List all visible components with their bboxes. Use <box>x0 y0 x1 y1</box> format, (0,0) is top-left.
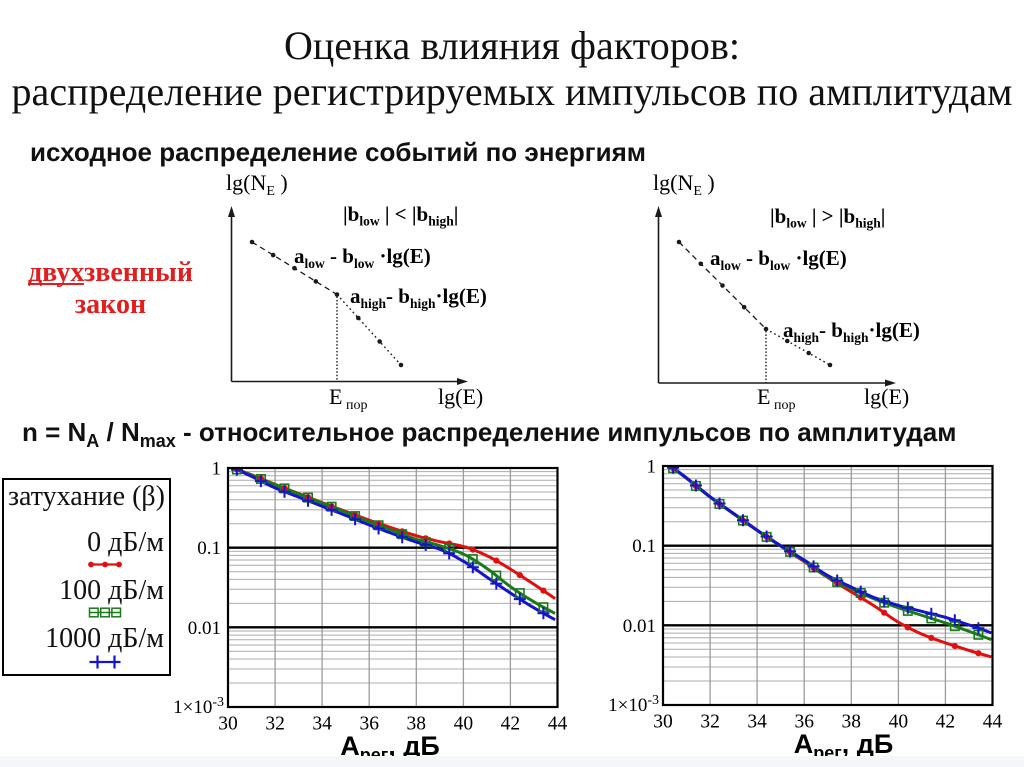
svg-text:30: 30 <box>653 712 673 733</box>
svg-text:34: 34 <box>312 714 332 735</box>
svg-text:lg(E): lg(E) <box>864 384 909 409</box>
svg-text:44: 44 <box>983 712 1003 733</box>
svg-text:0.01: 0.01 <box>188 618 221 639</box>
svg-text:38: 38 <box>842 712 862 733</box>
svg-text:0.01: 0.01 <box>623 616 656 637</box>
svg-text:42: 42 <box>936 712 956 733</box>
svg-text:36: 36 <box>794 712 814 733</box>
svg-text:ahigh- bhigh·lg(E): ahigh- bhigh·lg(E) <box>783 318 920 345</box>
svg-text:|blow | < |bhigh|: |blow | < |bhigh| <box>343 202 458 229</box>
svg-text:lg(NE ): lg(NE ) <box>653 170 715 199</box>
svg-text:40: 40 <box>454 714 474 735</box>
svg-text:alow - blow ·lg(E): alow - blow ·lg(E) <box>710 246 847 273</box>
svg-text:E пор: E пор <box>329 384 367 413</box>
svg-text:36: 36 <box>359 714 379 735</box>
svg-text:lg(NE ): lg(NE ) <box>226 170 288 199</box>
svg-text:1: 1 <box>212 459 222 480</box>
svg-text:1: 1 <box>647 457 657 478</box>
svg-text:1×10-3: 1×10-3 <box>608 693 659 716</box>
svg-text:alow - blow ·lg(E): alow - blow ·lg(E) <box>294 244 431 271</box>
svg-text:34: 34 <box>747 712 767 733</box>
svg-text:0.1: 0.1 <box>197 538 221 559</box>
svg-text:32: 32 <box>700 712 720 733</box>
svg-text:40: 40 <box>889 712 909 733</box>
svg-text:ahigh- bhigh·lg(E): ahigh- bhigh·lg(E) <box>350 284 487 311</box>
svg-text:E пор: E пор <box>757 384 795 413</box>
svg-text:|blow | > |bhigh|: |blow | > |bhigh| <box>770 204 885 231</box>
svg-text:0.1: 0.1 <box>632 536 656 557</box>
svg-text:lg(E): lg(E) <box>438 384 483 409</box>
svg-text:42: 42 <box>501 714 521 735</box>
svg-text:32: 32 <box>265 714 285 735</box>
svg-text:44: 44 <box>548 714 568 735</box>
svg-text:30: 30 <box>218 714 238 735</box>
svg-text:1×10-3: 1×10-3 <box>173 695 224 718</box>
svg-text:Арег, дБ: Арег, дБ <box>794 729 894 759</box>
svg-text:38: 38 <box>407 714 427 735</box>
